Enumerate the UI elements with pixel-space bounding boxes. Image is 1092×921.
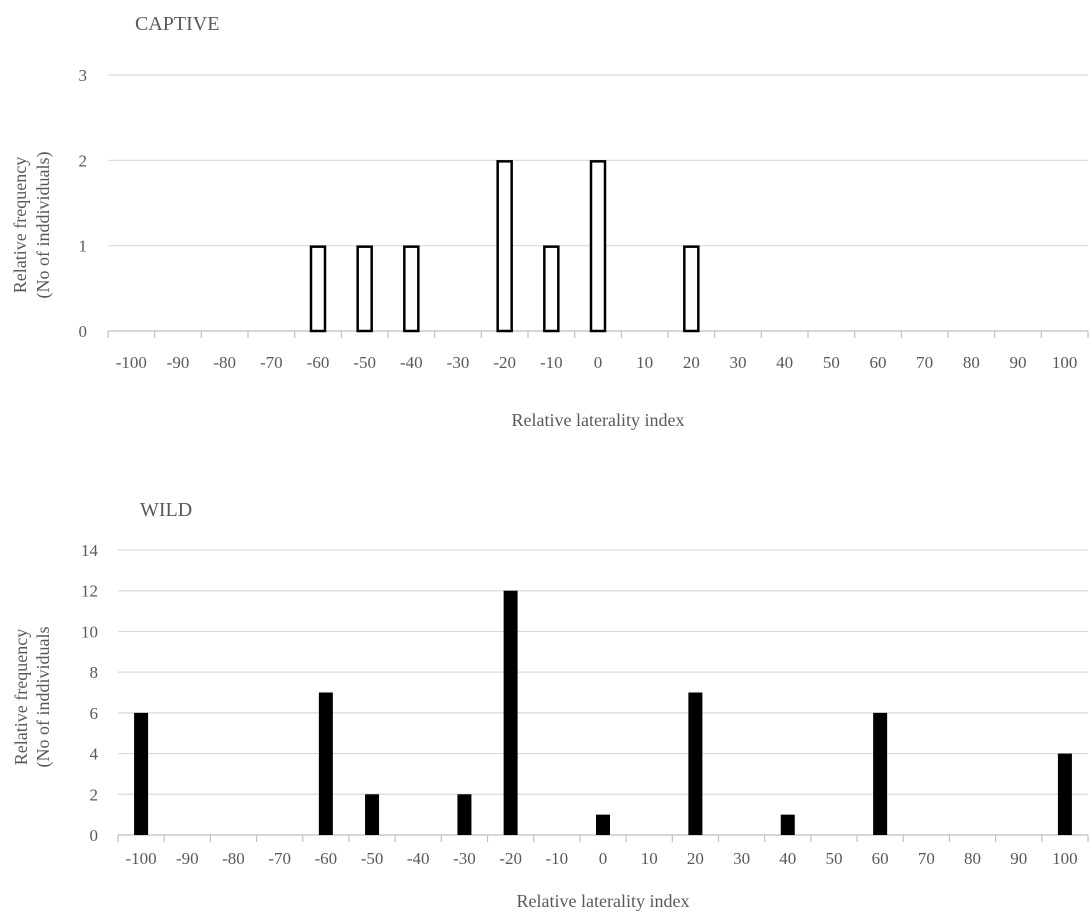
captive-x-tick-label: -50: [353, 353, 376, 372]
captive-x-axis-title: Relative laterality index: [512, 410, 685, 430]
wild-x-tick-label: -70: [268, 849, 291, 868]
wild-y-tick-label: 14: [81, 541, 99, 560]
captive-x-tick-label: 60: [870, 353, 887, 372]
wild-x-tick-label: 70: [918, 849, 935, 868]
captive-x-tick-label: -100: [116, 353, 147, 372]
wild-x-tick-label: 90: [1010, 849, 1027, 868]
captive-bar: [589, 160, 607, 333]
wild-bar: [688, 692, 703, 835]
captive-x-tick-label: -40: [400, 353, 423, 372]
captive-x-tick-label: 0: [594, 353, 603, 372]
captive-bar: [309, 245, 327, 333]
wild-bar: [780, 814, 795, 835]
wild-y-tick-label: 2: [90, 785, 99, 804]
wild-x-tick-label: 10: [641, 849, 658, 868]
wild-x-tick-label: -10: [545, 849, 568, 868]
wild-bar: [503, 590, 518, 835]
captive-y-axis-title-line-1: Relative frequency: [10, 157, 30, 293]
captive-y-tick-label: 0: [79, 322, 88, 341]
captive-x-tick-label: -10: [540, 353, 563, 372]
wild-bar: [1057, 753, 1072, 835]
wild-x-tick-label: -80: [222, 849, 245, 868]
captive-x-tick-label: -30: [447, 353, 470, 372]
captive-y-tick-label: 2: [79, 151, 88, 170]
captive-y-tick-label: 1: [79, 237, 88, 256]
captive-bar: [356, 245, 373, 333]
wild-y-tick-label: 8: [90, 663, 99, 682]
captive-x-tick-label: 100: [1052, 353, 1078, 372]
captive-x-tick-label: 30: [730, 353, 747, 372]
wild-bar: [134, 712, 149, 835]
wild-x-tick-label: -40: [407, 849, 430, 868]
captive-x-tick-label: 90: [1010, 353, 1027, 372]
wild-bar: [318, 692, 333, 835]
captive-x-tick-label: 10: [636, 353, 653, 372]
captive-y-tick-label: 3: [79, 66, 88, 85]
captive-bar: [403, 245, 420, 333]
captive-x-tick-label: 40: [776, 353, 793, 372]
captive-x-tick-label: 80: [963, 353, 980, 372]
wild-bar: [365, 794, 380, 835]
wild-y-tick-label: 10: [81, 622, 98, 641]
wild-x-tick-label: 0: [599, 849, 608, 868]
wild-x-tick-label: 40: [779, 849, 796, 868]
captive-bar: [496, 160, 513, 333]
captive-bar: [683, 245, 700, 333]
wild-y-tick-label: 6: [90, 704, 99, 723]
wild-x-tick-label: 20: [687, 849, 704, 868]
captive-x-tick-label: -20: [493, 353, 516, 372]
wild-y-tick-label: 12: [81, 582, 98, 601]
wild-x-tick-label: -60: [315, 849, 338, 868]
captive-x-tick-label: -90: [167, 353, 190, 372]
wild-x-tick-label: 30: [733, 849, 750, 868]
wild-y-tick-label: 4: [90, 745, 99, 764]
wild-bar: [596, 814, 610, 835]
wild-chart-title: WILD: [140, 499, 192, 521]
wild-y-axis-title-line-1: Relative frequency: [11, 629, 31, 765]
wild-x-tick-label: 80: [964, 849, 981, 868]
wild-bar: [873, 712, 888, 835]
captive-x-tick-label: -70: [260, 353, 283, 372]
wild-bar: [457, 794, 472, 835]
wild-x-tick-label: -50: [361, 849, 384, 868]
wild-x-tick-label: -90: [176, 849, 199, 868]
wild-x-tick-label: -100: [126, 849, 157, 868]
captive-bar: [543, 245, 560, 333]
captive-x-tick-label: 50: [823, 353, 840, 372]
wild-x-tick-label: 100: [1052, 849, 1078, 868]
wild-x-tick-label: 50: [825, 849, 842, 868]
wild-x-axis-title: Relative laterality index: [517, 891, 690, 911]
wild-x-tick-label: -30: [453, 849, 476, 868]
captive-x-tick-label: 70: [916, 353, 933, 372]
captive-chart-title: CAPTIVE: [135, 13, 219, 35]
captive-x-tick-label: -80: [213, 353, 236, 372]
wild-x-tick-label: 60: [872, 849, 889, 868]
wild-y-tick-label: 0: [90, 826, 99, 845]
wild-y-axis-title-line-2: (No of inddividuals: [33, 627, 54, 768]
captive-x-tick-label: 20: [683, 353, 700, 372]
captive-x-tick-label: -60: [307, 353, 330, 372]
captive-y-axis-title-line-2: (No of inddividuals): [33, 152, 54, 299]
wild-x-tick-label: -20: [499, 849, 522, 868]
